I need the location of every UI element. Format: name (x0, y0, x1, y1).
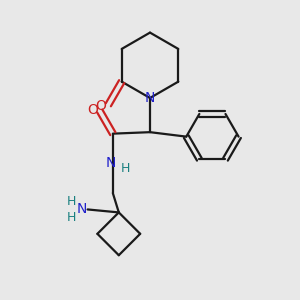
Text: H: H (121, 162, 130, 175)
Text: N: N (106, 156, 116, 170)
Text: N: N (77, 202, 87, 216)
Text: O: O (95, 99, 106, 113)
Text: N: N (145, 91, 155, 105)
Text: H: H (67, 211, 76, 224)
Text: H: H (67, 195, 76, 208)
Text: O: O (87, 103, 98, 116)
